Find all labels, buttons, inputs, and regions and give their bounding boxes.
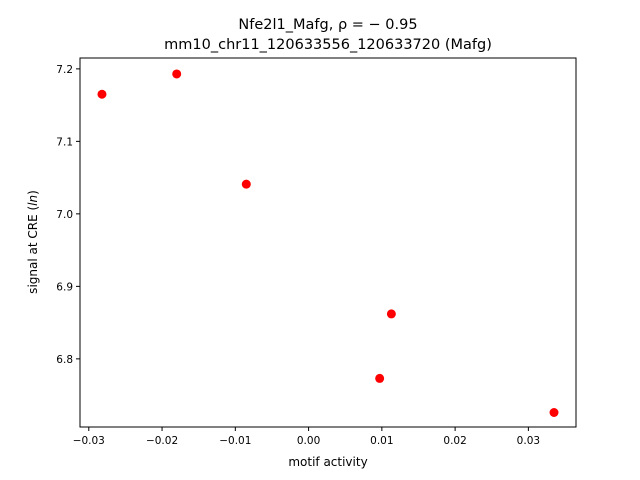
data-point <box>97 89 107 99</box>
x-tick-label: 0.03 <box>517 435 540 447</box>
chart-title: Nfe2l1_Mafg, ρ = − 0.95 <box>238 17 417 33</box>
x-tick-label: −0.02 <box>146 435 178 447</box>
data-point <box>549 408 559 418</box>
y-tick-label: 7.1 <box>56 136 73 148</box>
y-tick-label: 7.2 <box>56 64 73 76</box>
x-tick-label: 0.01 <box>370 435 393 447</box>
y-tick-label: 6.9 <box>56 281 73 293</box>
x-tick-label: −0.03 <box>73 435 105 447</box>
chart-subtitle: mm10_chr11_120633556_120633720 (Mafg) <box>164 37 492 53</box>
plot-area-frame <box>79 57 577 428</box>
y-tick-label: 6.8 <box>56 354 73 366</box>
data-point <box>375 373 385 383</box>
y-axis: 6.8 6.9 7.0 7.1 7.2 <box>56 64 80 366</box>
x-axis: −0.03 −0.02 −0.01 0.00 0.01 0.02 0.03 <box>73 427 540 447</box>
x-tick-label: 0.02 <box>443 435 466 447</box>
y-tick-label: 7.0 <box>56 209 73 221</box>
data-point <box>241 179 251 189</box>
x-tick-label: −0.01 <box>219 435 251 447</box>
x-axis-label: motif activity <box>288 455 367 469</box>
data-point <box>172 69 182 79</box>
data-points <box>97 69 559 418</box>
x-tick-label: 0.00 <box>297 435 320 447</box>
y-axis-label: signal at CRE (ln) <box>26 190 40 294</box>
data-point <box>386 309 396 319</box>
